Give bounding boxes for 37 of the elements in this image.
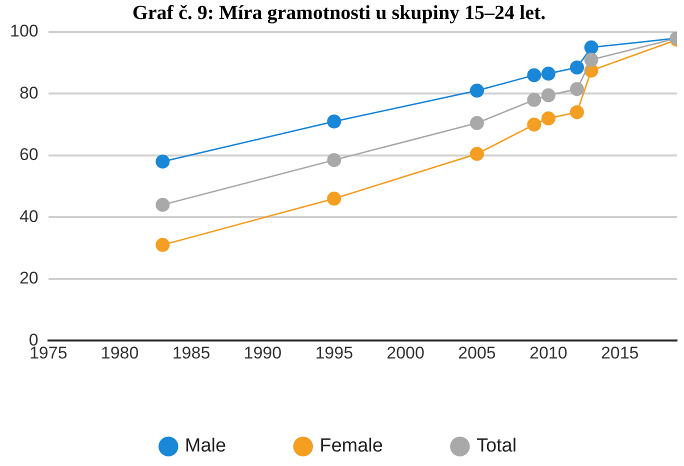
y-tick-label: 20	[19, 268, 38, 288]
point	[527, 118, 542, 132]
point	[470, 116, 484, 130]
point	[156, 198, 170, 212]
x-tick-label: 2000	[386, 343, 424, 362]
point	[327, 114, 342, 128]
point	[327, 192, 342, 206]
point	[570, 60, 584, 74]
point	[470, 84, 484, 98]
point	[156, 154, 170, 169]
point	[470, 146, 484, 161]
point	[541, 111, 556, 126]
point	[527, 68, 542, 82]
point	[527, 92, 542, 107]
y-tick-label: 80	[19, 83, 38, 102]
y-tick-label: 60	[19, 145, 38, 164]
point	[541, 66, 556, 81]
point	[584, 52, 598, 67]
y-tick-label: 40	[19, 206, 38, 226]
x-tick-label: 1985	[172, 343, 210, 362]
y-tick-label: 100	[10, 22, 38, 41]
x-tick-label: 2010	[530, 343, 568, 362]
point	[541, 88, 556, 102]
legend-label: Male	[184, 436, 226, 457]
point	[584, 40, 598, 54]
x-tick-label: 2015	[600, 343, 639, 362]
point	[156, 238, 170, 252]
point	[327, 153, 342, 168]
chart-title: Graf č. 9: Míra gramotnosti u skupiny 15–24 let.	[132, 2, 546, 24]
legend-label: Female	[320, 436, 383, 457]
point	[570, 82, 584, 96]
x-tick-label: 1995	[315, 343, 354, 362]
x-tick-label: 1980	[100, 343, 139, 362]
legend-label: Total	[476, 436, 517, 457]
x-tick-label: 2005	[458, 343, 496, 362]
x-tick-label: 1990	[244, 343, 282, 362]
point	[570, 105, 584, 120]
